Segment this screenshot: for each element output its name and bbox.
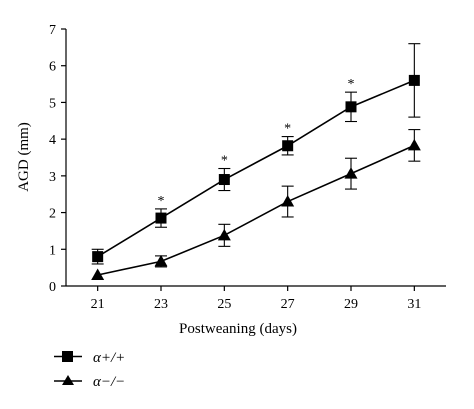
y-tick-label: 4 bbox=[49, 133, 56, 148]
data-point-triangle bbox=[154, 254, 168, 267]
data-point-square bbox=[155, 212, 167, 224]
series-layer bbox=[91, 43, 421, 280]
data-point-square bbox=[92, 251, 104, 263]
data-point-square bbox=[218, 174, 230, 186]
y-tick-label: 7 bbox=[49, 23, 56, 38]
annotations: * * * * bbox=[158, 77, 355, 209]
y-tick-label: 0 bbox=[49, 280, 56, 295]
significance-marker: * bbox=[158, 194, 165, 209]
x-tick-label: 21 bbox=[91, 297, 105, 312]
significance-marker: * bbox=[284, 122, 291, 137]
significance-marker: * bbox=[348, 77, 355, 92]
legend: α+/+ α−/− bbox=[54, 350, 125, 390]
legend-item-series-2: α−/− bbox=[54, 374, 125, 390]
data-point-triangle bbox=[91, 268, 105, 280]
series-1 bbox=[91, 43, 421, 265]
legend-label-series-2: α−/− bbox=[93, 374, 125, 390]
x-tick-label: 29 bbox=[344, 297, 358, 312]
significance-marker: * bbox=[221, 154, 228, 169]
series-2 bbox=[91, 129, 421, 280]
series-line-2 bbox=[97, 144, 415, 276]
data-point-square bbox=[282, 140, 294, 152]
x-axis-title: Postweaning (days) bbox=[179, 321, 297, 337]
series-line-1 bbox=[97, 79, 415, 258]
y-axis-title: AGD (mm) bbox=[16, 122, 32, 192]
y-tick-label: 6 bbox=[49, 60, 56, 75]
x-tick-label: 27 bbox=[281, 297, 295, 312]
data-point-triangle bbox=[217, 228, 231, 241]
y-tick-label: 2 bbox=[49, 207, 56, 222]
x-tick-label: 25 bbox=[217, 297, 231, 312]
x-tick-label: 31 bbox=[407, 297, 421, 312]
data-point-triangle bbox=[281, 195, 295, 207]
data-point-square bbox=[408, 74, 420, 86]
data-point-triangle bbox=[344, 167, 358, 179]
y-tick-label: 1 bbox=[49, 243, 56, 258]
x-tick-label: 23 bbox=[154, 297, 168, 312]
y-tick-label: 5 bbox=[49, 96, 56, 111]
legend-triangle-marker bbox=[62, 375, 74, 385]
data-point-square bbox=[345, 101, 357, 113]
data-point-triangle bbox=[407, 138, 421, 151]
legend-label-series-1: α+/+ bbox=[93, 350, 125, 366]
legend-item-series-1: α+/+ bbox=[54, 350, 125, 366]
y-tick-label: 3 bbox=[49, 170, 56, 185]
